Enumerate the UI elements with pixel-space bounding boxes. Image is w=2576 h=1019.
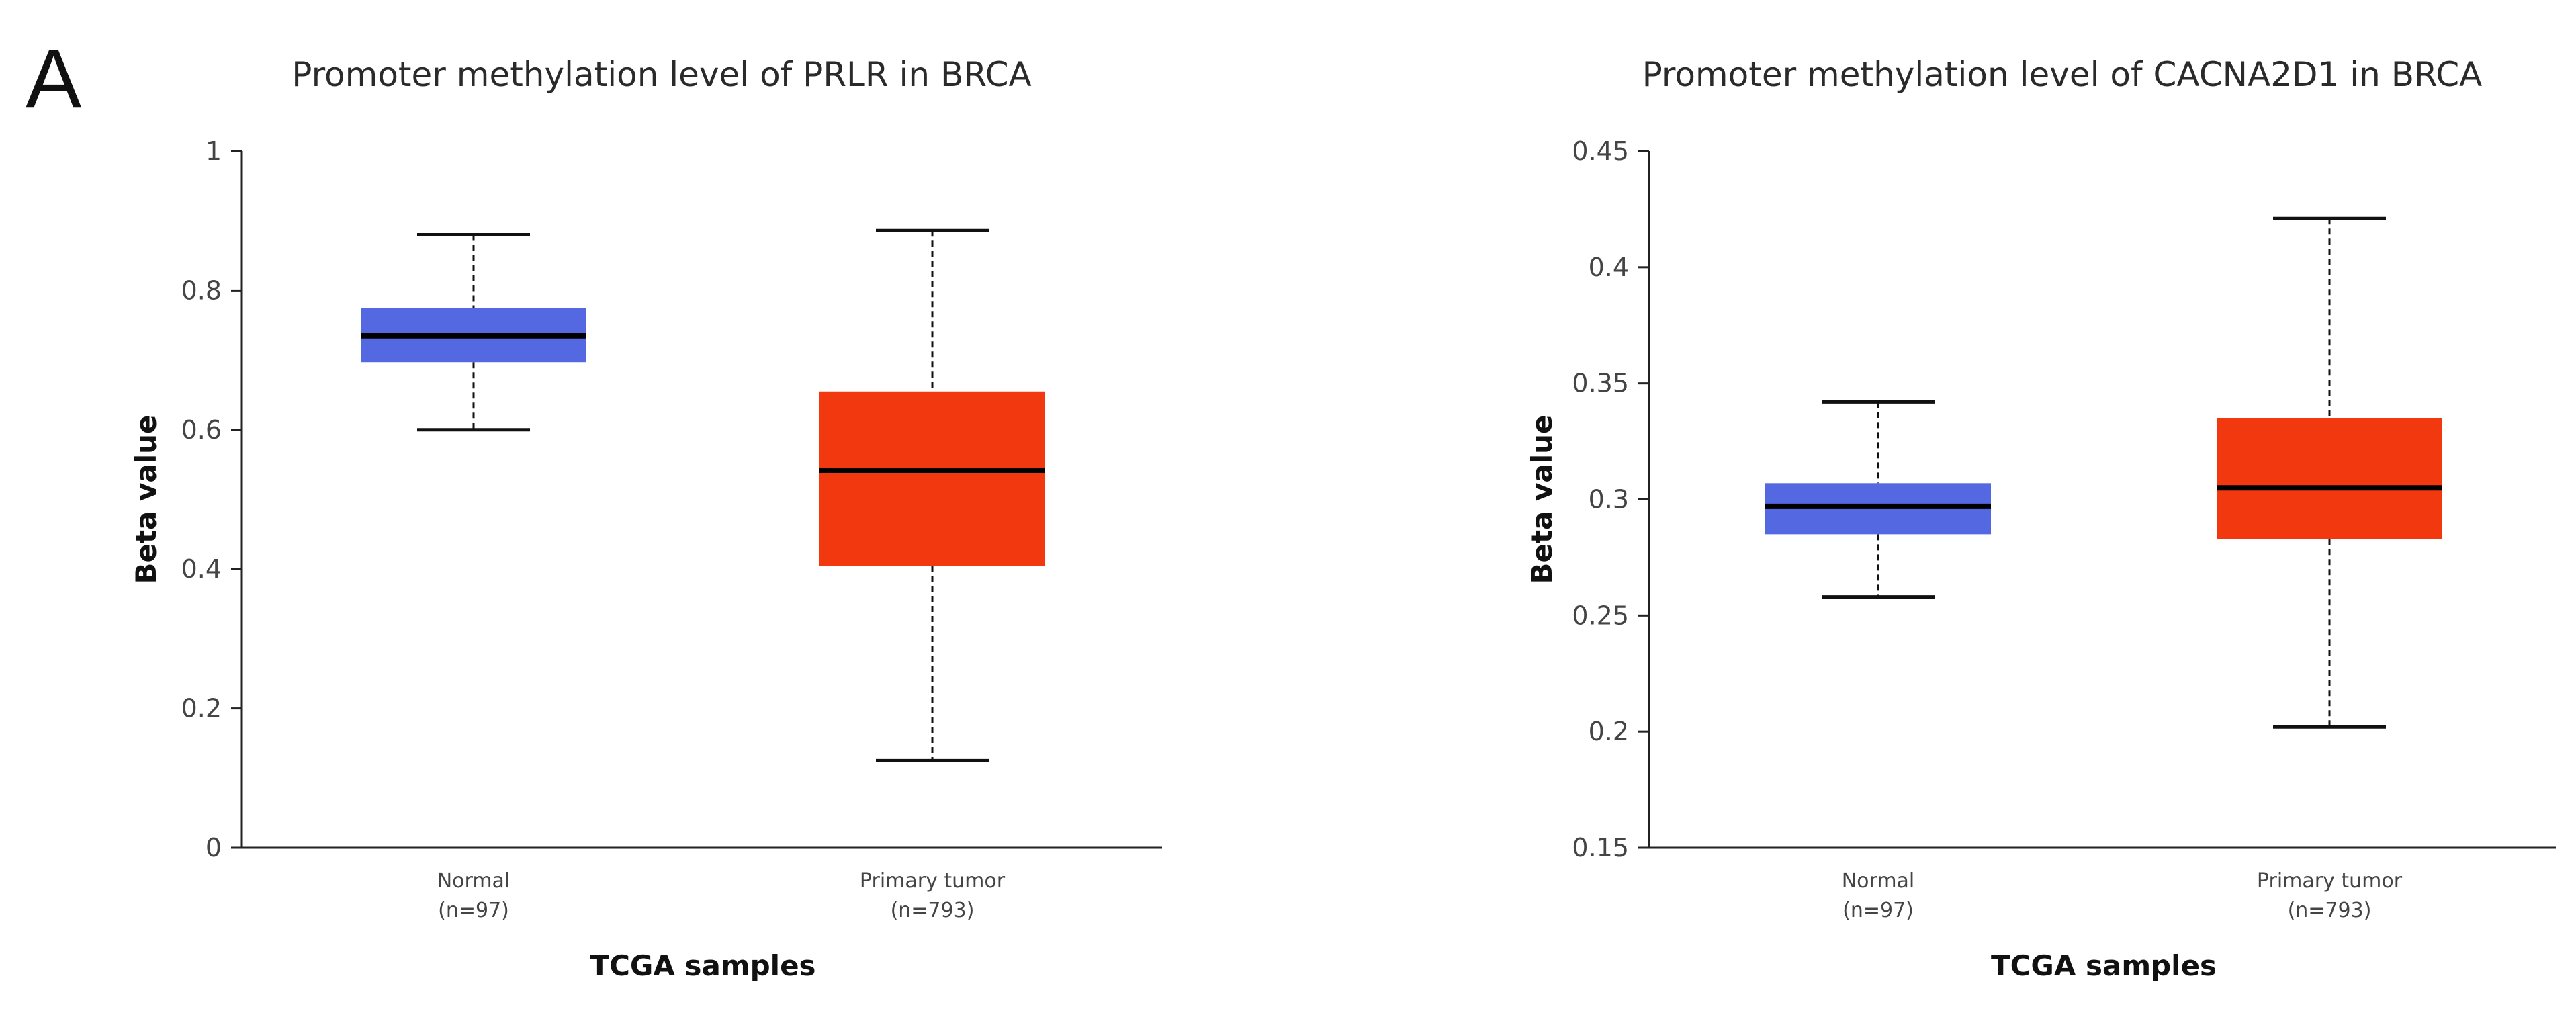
category-n-label: (n=97) <box>438 899 509 922</box>
y-tick-label: 0.3 <box>1589 485 1629 515</box>
box-primary-tumor <box>819 228 1045 762</box>
y-axis-title: Beta value <box>1525 414 1558 584</box>
category-label: Primary tumor <box>2257 869 2403 893</box>
category-label: Normal <box>437 869 510 893</box>
y-tick-label: 0.25 <box>1572 601 1629 630</box>
chart-2: Promoter methylation level of CACNA2D1 i… <box>1525 55 2556 982</box>
panel-label: A <box>26 32 82 126</box>
y-tick-label: 0.2 <box>1589 717 1629 746</box>
iqr-box <box>2217 418 2442 539</box>
y-tick-label: 0.35 <box>1572 369 1629 398</box>
y-tick-label: 1 <box>206 136 222 166</box>
category-label: Primary tumor <box>860 869 1006 893</box>
category-n-label: (n=97) <box>1842 899 1914 922</box>
y-axis-title: Beta value <box>130 414 163 584</box>
chart-title: Promoter methylation level of CACNA2D1 i… <box>1642 55 2483 94</box>
iqr-box <box>819 391 1045 566</box>
category-n-label: (n=793) <box>2288 899 2372 922</box>
y-tick-label: 0.2 <box>181 694 222 723</box>
box-primary-tumor <box>2217 216 2442 729</box>
y-tick-label: 0.4 <box>181 554 222 584</box>
box-normal <box>361 232 586 432</box>
y-tick-label: 0 <box>206 833 222 862</box>
charts-container: Promoter methylation level of PRLR in BR… <box>130 55 2556 982</box>
box-normal <box>1765 400 1991 599</box>
y-tick-label: 0.8 <box>181 275 222 305</box>
y-tick-label: 0.45 <box>1572 136 1629 166</box>
category-label: Normal <box>1842 869 1915 893</box>
y-tick-label: 0.15 <box>1572 833 1629 862</box>
chart-title: Promoter methylation level of PRLR in BR… <box>292 55 1031 94</box>
x-axis-title: TCGA samples <box>590 949 815 982</box>
y-tick-label: 0.4 <box>1589 253 1629 282</box>
x-axis-title: TCGA samples <box>1991 949 2217 982</box>
category-n-label: (n=793) <box>891 899 975 922</box>
y-tick-label: 0.6 <box>181 415 222 445</box>
chart-1: Promoter methylation level of PRLR in BR… <box>130 55 1162 982</box>
